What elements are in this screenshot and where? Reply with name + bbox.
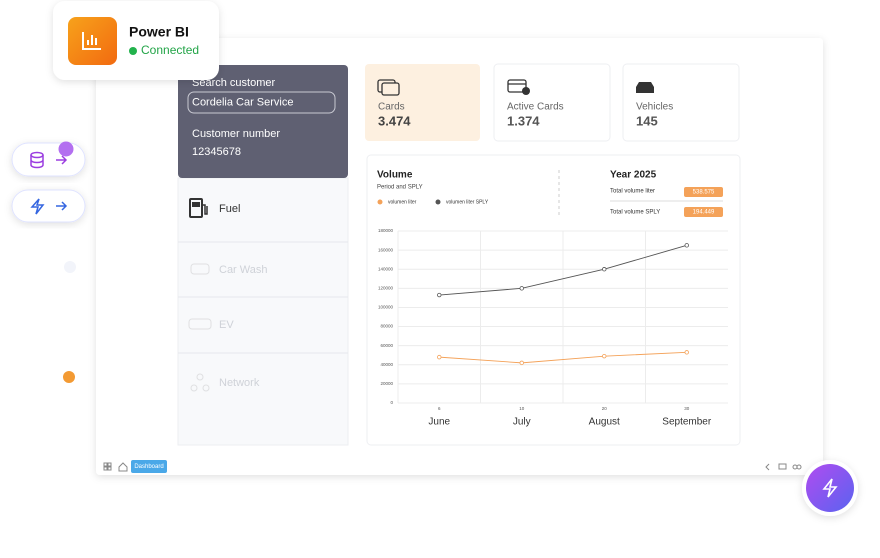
data-point — [437, 354, 442, 360]
stat-value: 145 — [636, 113, 658, 128]
dot — [64, 261, 76, 273]
database-icon — [30, 151, 68, 169]
menu-panel — [177, 177, 349, 446]
bar-icon — [82, 32, 101, 50]
search-panel — [178, 65, 348, 178]
bolt-icon — [30, 198, 68, 215]
search-label: Search customer — [192, 77, 275, 89]
chart-subtitle: Period and SPLY — [377, 185, 423, 191]
summary-pill — [684, 207, 723, 217]
network-icon — [190, 373, 210, 392]
dot — [63, 371, 75, 383]
x-tick-label: September — [662, 417, 712, 428]
ev-icon — [188, 318, 212, 330]
y-tick-label: 120000 — [378, 286, 394, 291]
series-line — [439, 351, 687, 364]
x-sublabel: 30 — [684, 406, 690, 411]
summary-value: 194.449 — [693, 210, 715, 216]
y-tick-label: 100000 — [378, 305, 394, 310]
stat-card — [493, 63, 611, 142]
stat-value: 1.374 — [507, 113, 540, 128]
search-input[interactable] — [187, 91, 336, 114]
pill[interactable] — [11, 189, 86, 223]
number-label: Customer number — [192, 128, 280, 140]
legend-marker — [377, 199, 383, 205]
stat-label: Active Cards — [507, 102, 564, 113]
y-tick-label: 0 — [390, 400, 393, 405]
vehicle-icon — [636, 82, 654, 93]
line-chart: volumen liter volumen liter SPLY 0 20000 400… — [377, 199, 728, 428]
status-dot — [129, 47, 137, 55]
data-point — [519, 286, 524, 291]
search-value[interactable]: Cordelia Car Service — [192, 96, 293, 108]
legend-label: volumen liter — [388, 199, 417, 205]
series-line — [439, 244, 687, 296]
y-tick-label: 180000 — [378, 228, 394, 233]
carwash-icon — [190, 263, 210, 275]
stat-value: 3.474 — [378, 113, 411, 128]
x-tick-label: July — [513, 417, 531, 428]
x-sublabel: 10 — [519, 406, 525, 411]
stat-label: Cards — [378, 102, 405, 113]
pill[interactable] — [11, 142, 86, 177]
tab-label[interactable]: Dashboard — [134, 464, 163, 470]
tab[interactable] — [131, 460, 167, 473]
chart-title: Volume — [377, 170, 413, 181]
y-tick-label: 20000 — [380, 381, 393, 386]
summary-label: Total volume liter — [610, 189, 655, 195]
data-point — [519, 360, 524, 366]
dot — [58, 141, 74, 157]
chart-panel — [366, 154, 741, 446]
x-sublabel: 20 — [602, 406, 608, 411]
y-tick-label: 80000 — [380, 324, 393, 329]
badge-status: Connected — [141, 43, 199, 57]
legend-label: volumen liter SPLY — [446, 199, 489, 205]
badge-title: Power BI — [129, 24, 189, 40]
summary-pill — [684, 187, 723, 197]
cards-icon — [377, 79, 400, 96]
menu-item[interactable]: Fuel — [219, 203, 240, 215]
number-value: 12345678 — [192, 146, 241, 158]
data-point — [437, 292, 442, 298]
data-point — [602, 267, 607, 272]
stat-card — [622, 63, 740, 142]
data-point — [602, 353, 607, 359]
footer-icons — [103, 462, 802, 472]
summary-label: Total volume SPLY — [610, 210, 660, 216]
summary-value: 538.575 — [693, 190, 715, 196]
stat-label: Vehicles — [636, 102, 673, 113]
menu-item[interactable]: Network — [219, 377, 260, 389]
fuel-icon — [189, 198, 208, 218]
y-tick-label: 160000 — [378, 247, 394, 252]
bolt-icon — [822, 478, 838, 498]
active-cards-icon — [507, 79, 530, 95]
menu-item[interactable]: EV — [219, 319, 234, 331]
x-tick-label: June — [428, 417, 450, 428]
data-point — [684, 350, 689, 355]
y-tick-label: 40000 — [380, 362, 393, 367]
y-tick-label: 60000 — [380, 343, 393, 348]
x-sublabel: 6 — [438, 406, 441, 411]
x-tick-label: August — [589, 417, 620, 428]
menu-item[interactable]: Car Wash — [219, 264, 268, 276]
y-tick-label: 140000 — [378, 266, 394, 271]
data-point — [684, 243, 689, 248]
legend-marker — [435, 199, 441, 205]
action-button[interactable] — [806, 464, 854, 512]
summary-title: Year 2025 — [610, 170, 657, 181]
